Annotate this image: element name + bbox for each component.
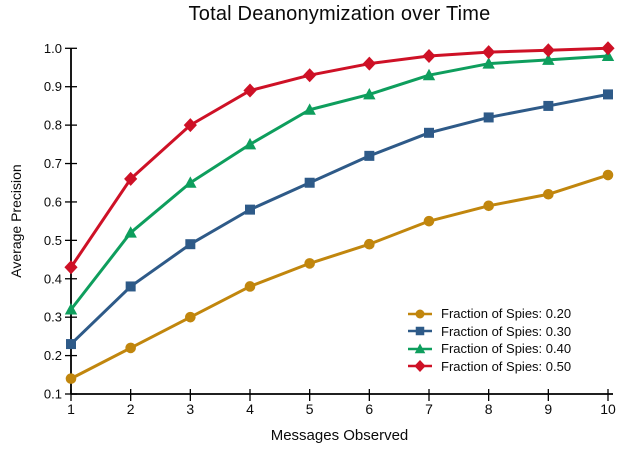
marker-triangle-up [414,343,426,353]
marker-diamond [183,118,197,133]
y-tick-label: 0.2 [44,348,62,363]
x-tick-label: 7 [425,401,433,417]
legend-swatch-diamond-icon [408,360,432,373]
marker-square [245,204,255,215]
legend-label: Fraction of Spies: 0.50 [441,358,572,374]
marker-diamond [414,360,426,373]
marker-diamond [243,83,257,98]
marker-square [483,112,494,123]
series-line [69,54,609,311]
y-tick-label: 0.4 [44,271,62,286]
series-line [69,46,609,269]
y-tick-label: 0.6 [44,194,62,209]
marker-circle [543,188,554,200]
x-tick-label: 3 [186,401,194,417]
marker-diamond [482,45,496,60]
y-tick-label: 0.8 [44,118,62,133]
x-tick-label: 1 [67,401,75,417]
marker-triangle-up [64,303,78,315]
marker-diamond [303,68,317,83]
marker-triangle-up [542,53,555,65]
marker-circle [185,311,196,323]
marker-diamond [64,260,78,275]
x-axis-ticks: 1 2 3 4 5 6 7 8 9 10 [67,389,616,417]
x-tick-label: 10 [600,401,616,417]
y-tick-label: 0.5 [44,233,62,248]
legend: Fraction of Spies: 0.20 Fraction of Spies… [407,305,571,375]
series-line [70,173,609,380]
y-axis-ticks: 0.1 0.2 0.3 0.4 0.5 0.6 0.7 0.8 0.9 1.0 [44,41,77,402]
marker-circle [423,215,435,227]
legend-item: Fraction of Spies: 0.50 [407,358,571,376]
marker-diamond [124,171,138,186]
marker-circle [65,373,77,384]
x-tick-label: 5 [306,401,314,417]
marker-circle [415,309,425,319]
marker-square [424,127,434,138]
x-tick-label: 8 [485,401,493,417]
marker-square [125,281,136,292]
legend-swatch-triangle-up-icon [408,343,432,353]
marker-circle [125,342,136,354]
x-tick-label: 6 [365,401,373,417]
marker-circle [602,169,614,181]
x-tick-label: 2 [127,401,135,417]
marker-circle [483,200,494,212]
legend-label: Fraction of Spies: 0.30 [441,323,572,339]
marker-circle [364,238,375,250]
legend-label: Fraction of Spies: 0.20 [441,306,572,322]
marker-square [415,327,425,336]
y-axis-title: Average Precision [8,164,24,278]
legend-item: Fraction of Spies: 0.30 [407,323,571,341]
legend-swatch-circle-icon [408,309,432,319]
marker-square [364,150,375,161]
marker-square [304,177,315,188]
legend-item: Fraction of Spies: 0.20 [407,305,571,323]
y-tick-label: 0.9 [44,79,62,94]
marker-triangle-up [363,87,376,100]
marker-square [543,100,554,111]
series-2 [64,49,615,315]
marker-circle [304,258,315,269]
legend-item: Fraction of Spies: 0.40 [407,340,571,358]
x-tick-label: 9 [544,401,552,417]
marker-diamond [541,43,555,58]
legend-label: Fraction of Spies: 0.40 [441,341,572,357]
marker-square [185,239,196,250]
x-tick-label: 4 [246,401,254,417]
marker-triangle-up [482,57,495,69]
marker-triangle-up [303,103,316,115]
marker-triangle-up [422,68,436,81]
marker-circle [244,281,256,292]
series-0 [65,169,614,384]
y-tick-label: 0.3 [44,310,62,325]
marker-triangle-up [184,176,197,188]
marker-square [603,89,613,100]
marker-diamond [422,48,436,63]
x-axis-title: Messages Observed [270,427,409,444]
marker-diamond [362,56,376,71]
series-line [69,92,609,346]
marker-square [66,339,76,350]
legend-swatch-square-icon [408,327,432,336]
series-1 [66,89,613,350]
y-tick-label: 0.7 [44,156,62,171]
chart-title: Total Deanonymization over Time [188,3,491,25]
series-3 [64,41,615,275]
marker-triangle-up [124,226,137,238]
y-tick-label: 1.0 [44,41,62,56]
marker-diamond [601,41,615,56]
y-tick-label: 0.1 [44,387,62,402]
marker-triangle-up [243,137,257,150]
